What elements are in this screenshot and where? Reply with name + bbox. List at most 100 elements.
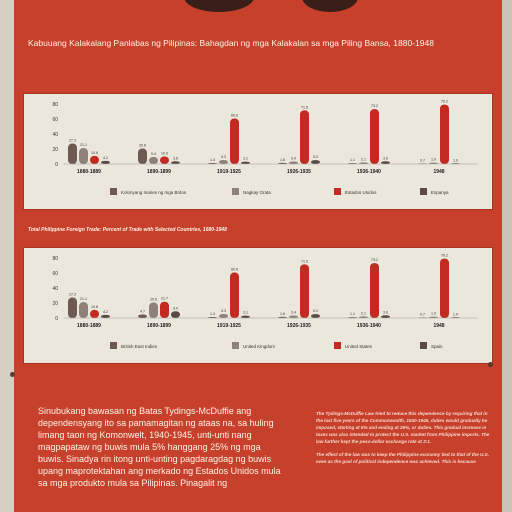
data-label: 21.1 [80, 143, 87, 147]
x-tick-label: 1880-1889 [77, 323, 101, 329]
x-tick-label: 1919-1925 [217, 323, 241, 329]
data-label: 4.2 [103, 310, 108, 314]
bar [90, 309, 99, 318]
bar [149, 302, 158, 318]
data-label: 10.0 [161, 152, 168, 156]
x-tick-label: 1890-1899 [147, 169, 171, 175]
bar [90, 155, 99, 164]
data-label: 3.6 [383, 310, 388, 314]
data-label: 73.2 [371, 104, 378, 108]
y-tick-label: 20 [52, 301, 58, 307]
data-label: 10.8 [91, 305, 98, 309]
chart-svg-english: 0 20 40 60 80 27.3 21.1 10.8 4.2 1880-1889 4.7 20.6… [52, 254, 478, 349]
bar [278, 316, 287, 318]
wall-left [0, 0, 16, 512]
x-tick-label: 1926-1935 [287, 323, 311, 329]
bar [171, 311, 180, 318]
legend-swatch [110, 188, 117, 195]
data-label: 10.8 [91, 151, 98, 155]
bar [68, 143, 77, 164]
bar [311, 160, 320, 164]
x-tick-label: 1936-1940 [357, 169, 381, 175]
x-tick-label: 1936-1940 [357, 323, 381, 329]
data-label: 1.1 [350, 158, 355, 162]
y-tick-label: 80 [52, 102, 58, 108]
legend-swatch [420, 188, 427, 195]
legend-swatch [232, 342, 239, 349]
bar [208, 162, 217, 164]
bar [219, 314, 228, 318]
chart-svg-filipino: 0 20 40 60 80 27.3 21.1 10.8 4.2 1880-1889 20.6 9.4… [52, 100, 478, 195]
data-label: 0.7 [420, 312, 425, 316]
data-label: 1.4 [210, 312, 215, 316]
bar [171, 161, 180, 164]
bar [138, 314, 147, 318]
legend-swatch [110, 342, 117, 349]
data-label: 1.0 [453, 158, 458, 162]
y-tick-label: 20 [52, 147, 58, 153]
mounting-pin [10, 372, 15, 377]
chart-filipino: 0 20 40 60 80 27.3 21.1 10.8 4.2 1880-1889 20.6 9.4… [24, 94, 492, 209]
data-label: 1.6 [280, 312, 285, 316]
bar [149, 156, 158, 164]
legend-swatch [232, 188, 239, 195]
bar [311, 314, 320, 318]
decorative-shape [184, 0, 254, 12]
data-label: 60.6 [231, 114, 238, 118]
data-label: 21.7 [161, 297, 168, 301]
data-label: 1.4 [210, 158, 215, 162]
data-label: 71.5 [301, 105, 308, 109]
data-label: 3.1 [243, 311, 248, 315]
data-label: 2.1 [361, 311, 366, 315]
data-label: 0.7 [420, 158, 425, 162]
legend-swatch [334, 188, 341, 195]
panel-title: Kabuuang Kalakalang Panlabas ng Pilipina… [28, 38, 434, 48]
bar [370, 109, 379, 164]
y-tick-label: 60 [52, 117, 58, 123]
bar [381, 315, 390, 318]
bar [230, 118, 239, 164]
decorative-shape [302, 0, 358, 12]
bar [101, 160, 110, 164]
bar [208, 316, 217, 318]
bar [381, 161, 390, 164]
bar [429, 316, 438, 318]
data-label: 79.2 [441, 254, 448, 258]
legend-swatch [334, 342, 341, 349]
data-label: 1.9 [431, 312, 436, 316]
legend-label: United States [345, 344, 373, 349]
bar [79, 302, 88, 318]
data-label: 79.2 [441, 100, 448, 104]
data-label: 20.6 [139, 144, 146, 148]
data-label: 9.4 [151, 152, 156, 156]
y-tick-label: 0 [55, 162, 58, 168]
bar [289, 315, 298, 318]
bar [241, 315, 250, 318]
bar [68, 297, 77, 318]
bar [370, 263, 379, 318]
bar [101, 314, 110, 318]
data-label: 3.6 [173, 156, 178, 160]
data-label: 9.0 [173, 306, 178, 310]
data-label: 2.1 [361, 157, 366, 161]
legend-label: Espanya [431, 190, 449, 195]
data-label: 1.0 [453, 312, 458, 316]
legend-label: Estados Unidos [345, 190, 377, 195]
x-tick-label: 1948 [433, 169, 444, 175]
legend-label: United Kingdom [243, 344, 275, 349]
data-label: 71.5 [301, 259, 308, 263]
bar [278, 162, 287, 164]
data-label: 3.6 [383, 156, 388, 160]
data-label: 27.3 [69, 139, 76, 143]
legend-label: Kolonyang Inaries ng mga Briton [121, 190, 187, 195]
data-label: 1.9 [431, 158, 436, 162]
legend-label: Spain [431, 344, 443, 349]
body-text-english-paragraph: The Tydings-McDuffie Law tried to reduce… [316, 411, 490, 444]
data-label: 27.3 [69, 293, 76, 297]
data-label: 3.4 [291, 310, 296, 314]
x-tick-label: 1926-1935 [287, 169, 311, 175]
bar [289, 161, 298, 164]
data-label: 3.1 [243, 157, 248, 161]
bar [138, 148, 147, 164]
y-tick-label: 80 [52, 256, 58, 262]
